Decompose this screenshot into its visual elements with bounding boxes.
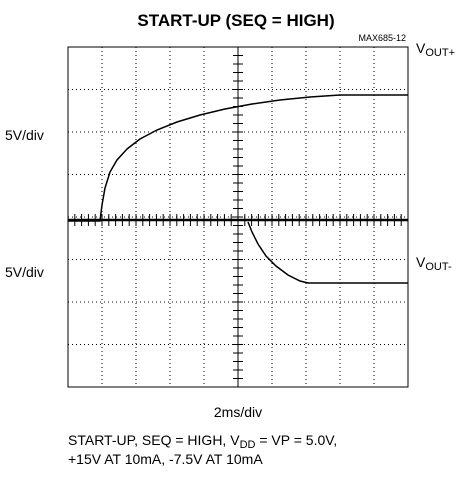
vout-minus-label: VOUT- (416, 254, 452, 273)
vout-plus-label: VOUT+ (416, 40, 455, 59)
figure-code: MAX685-12 (358, 33, 406, 43)
caption-line-2: +15V AT 10mA, -7.5V AT 10mA (68, 451, 263, 467)
caption-line-1: START-UP, SEQ = HIGH, VDD = VP = 5.0V, (68, 432, 337, 451)
grid (67, 46, 409, 388)
lower-scale: 5V/div (5, 264, 44, 280)
screen-border (67, 46, 409, 388)
upper-scale: 5V/div (5, 127, 44, 143)
vout-plus-trace (68, 94, 408, 222)
time-scale: 2ms/div (214, 404, 262, 420)
title: START-UP (SEQ = HIGH) (137, 11, 334, 30)
vout-minus-trace (247, 221, 408, 284)
